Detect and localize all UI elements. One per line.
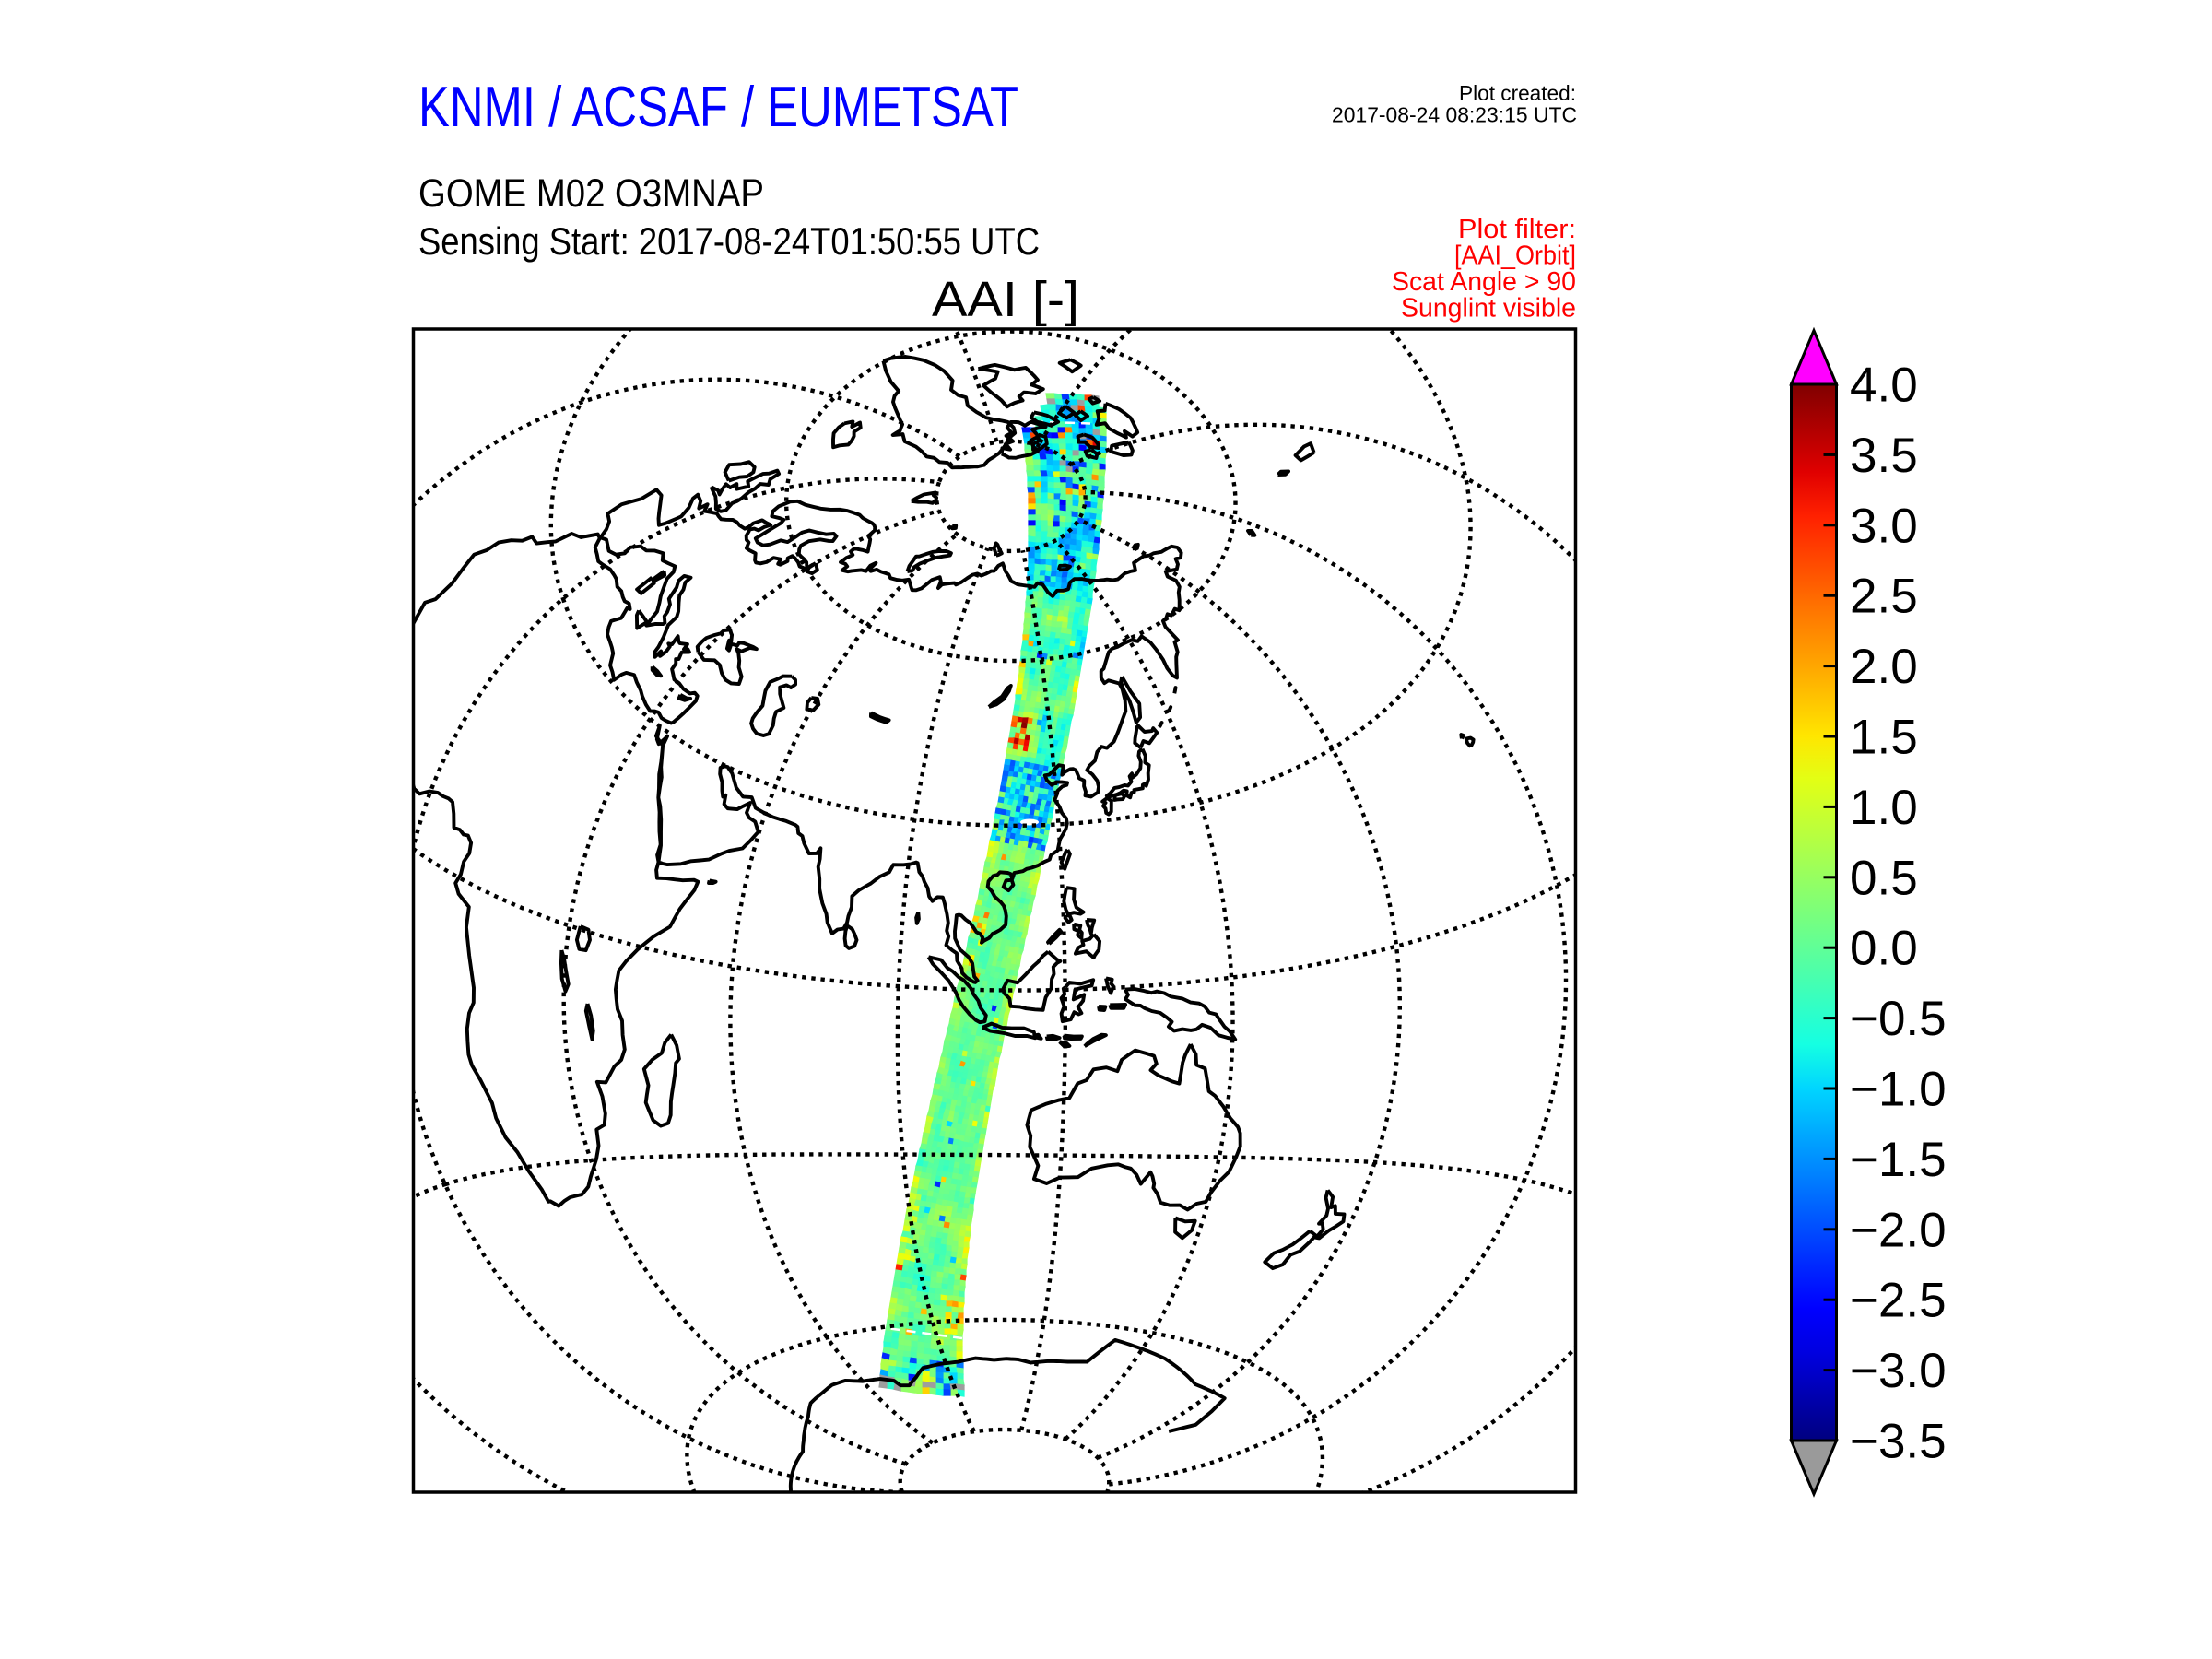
svg-text:Scat Angle > 90: Scat Angle > 90 <box>1392 267 1576 297</box>
svg-text:2.0: 2.0 <box>1850 640 1918 694</box>
svg-text:−2.0: −2.0 <box>1850 1203 1947 1257</box>
svg-text:[AAI_Orbit]: [AAI_Orbit] <box>1454 241 1576 271</box>
svg-text:−1.5: −1.5 <box>1850 1133 1947 1187</box>
svg-text:AAI [-]: AAI [-] <box>932 272 1079 327</box>
svg-text:Sunglint visible: Sunglint visible <box>1401 294 1576 324</box>
svg-text:2.5: 2.5 <box>1850 570 1918 624</box>
svg-text:−0.5: −0.5 <box>1850 992 1947 1046</box>
svg-text:−3.5: −3.5 <box>1850 1415 1947 1469</box>
svg-text:2017-08-24 08:23:15 UTC: 2017-08-24 08:23:15 UTC <box>1332 103 1577 127</box>
svg-text:Sensing Start: 2017-08-24T01:5: Sensing Start: 2017-08-24T01:50:55 UTC <box>418 219 1040 263</box>
svg-text:3.5: 3.5 <box>1850 429 1918 483</box>
svg-text:−2.5: −2.5 <box>1850 1274 1947 1328</box>
svg-text:1.0: 1.0 <box>1850 781 1918 835</box>
svg-text:1.5: 1.5 <box>1850 711 1918 765</box>
svg-text:Plot created:: Plot created: <box>1459 81 1576 105</box>
svg-text:0.0: 0.0 <box>1850 922 1918 976</box>
svg-text:−1.0: −1.0 <box>1850 1063 1947 1117</box>
svg-text:0.5: 0.5 <box>1850 851 1918 905</box>
svg-text:−3.0: −3.0 <box>1850 1344 1947 1398</box>
svg-text:4.0: 4.0 <box>1850 359 1918 413</box>
svg-text:KNMI / ACSAF / EUMETSAT: KNMI / ACSAF / EUMETSAT <box>418 75 1018 139</box>
svg-text:Plot filter:: Plot filter: <box>1458 215 1576 244</box>
svg-text:GOME M02 O3MNAP: GOME M02 O3MNAP <box>418 172 764 216</box>
svg-text:3.0: 3.0 <box>1850 499 1918 553</box>
